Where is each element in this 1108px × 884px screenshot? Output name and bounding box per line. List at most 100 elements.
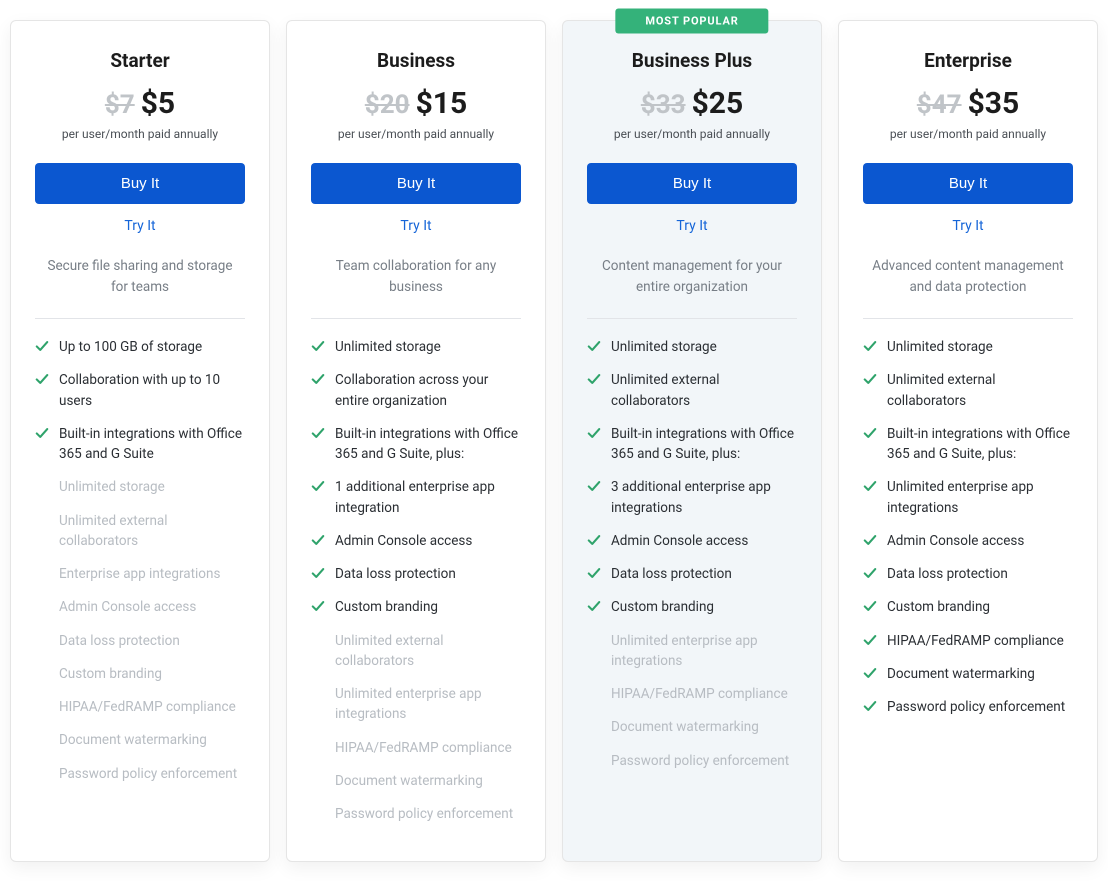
feature-item: Password policy enforcement xyxy=(311,804,521,824)
current-price: $15 xyxy=(416,86,468,121)
feature-item: HIPAA/FedRAMP compliance xyxy=(587,684,797,704)
feature-text: Custom branding xyxy=(35,664,162,684)
plan-name: Business Plus xyxy=(587,49,797,72)
feature-item: Custom branding xyxy=(587,597,797,617)
feature-text: Document watermarking xyxy=(35,730,207,750)
plan-name: Business xyxy=(311,49,521,72)
feature-text: Custom branding xyxy=(887,597,990,617)
feature-item: Collaboration across your entire organiz… xyxy=(311,370,521,411)
feature-item: Password policy enforcement xyxy=(587,751,797,771)
feature-text: Unlimited enterprise app integrations xyxy=(587,631,797,672)
feature-text: Data loss protection xyxy=(35,631,180,651)
try-link-business[interactable]: Try It xyxy=(311,218,521,234)
feature-item: Admin Console access xyxy=(587,531,797,551)
feature-item: Document watermarking xyxy=(311,771,521,791)
feature-text: Password policy enforcement xyxy=(887,697,1065,717)
feature-text: Password policy enforcement xyxy=(311,804,513,824)
popular-badge: MOST POPULAR xyxy=(615,9,768,34)
buy-button-business-plus[interactable]: Buy It xyxy=(587,163,797,204)
plan-description: Secure file sharing and storage for team… xyxy=(35,256,245,300)
feature-text: Built-in integrations with Office 365 an… xyxy=(335,424,521,465)
feature-item: Document watermarking xyxy=(35,730,245,750)
feature-text: Document watermarking xyxy=(587,717,759,737)
feature-item: Custom branding xyxy=(35,664,245,684)
feature-text: Admin Console access xyxy=(35,597,196,617)
buy-button-starter[interactable]: Buy It xyxy=(35,163,245,204)
plan-description: Team collaboration for any business xyxy=(311,256,521,300)
check-icon xyxy=(587,566,601,580)
price-row: $33$25 xyxy=(587,86,797,121)
feature-list: Unlimited storageCollaboration across yo… xyxy=(311,337,521,837)
feature-item: Unlimited enterprise app integrations xyxy=(311,684,521,725)
check-icon xyxy=(863,699,877,713)
feature-list: Up to 100 GB of storageCollaboration wit… xyxy=(35,337,245,797)
divider xyxy=(863,318,1073,319)
feature-text: Document watermarking xyxy=(311,771,483,791)
feature-item: Unlimited storage xyxy=(35,477,245,497)
feature-item: Enterprise app integrations xyxy=(35,564,245,584)
plan-card-enterprise: Enterprise$47$35per user/month paid annu… xyxy=(838,20,1098,862)
check-icon xyxy=(863,599,877,613)
current-price: $25 xyxy=(692,86,744,121)
feature-text: HIPAA/FedRAMP compliance xyxy=(311,738,512,758)
plan-description: Content management for your entire organ… xyxy=(587,256,797,300)
feature-text: Custom branding xyxy=(335,597,438,617)
feature-text: Unlimited external collaborators xyxy=(611,370,797,411)
old-price: $47 xyxy=(917,90,962,120)
try-link-business-plus[interactable]: Try It xyxy=(587,218,797,234)
feature-item: Unlimited external collaborators xyxy=(863,370,1073,411)
check-icon xyxy=(863,426,877,440)
plan-name: Enterprise xyxy=(863,49,1073,72)
old-price: $20 xyxy=(365,90,410,120)
price-row: $7$5 xyxy=(35,86,245,121)
feature-text: Unlimited enterprise app integrations xyxy=(887,477,1073,518)
feature-item: Password policy enforcement xyxy=(863,697,1073,717)
plan-description: Advanced content management and data pro… xyxy=(863,256,1073,300)
feature-item: Built-in integrations with Office 365 an… xyxy=(311,424,521,465)
feature-item: Unlimited external collaborators xyxy=(587,370,797,411)
try-link-enterprise[interactable]: Try It xyxy=(863,218,1073,234)
feature-item: Custom branding xyxy=(863,597,1073,617)
feature-text: Document watermarking xyxy=(887,664,1035,684)
feature-list: Unlimited storage Unlimited external coll… xyxy=(863,337,1073,730)
feature-item: Data loss protection xyxy=(863,564,1073,584)
feature-text: Up to 100 GB of storage xyxy=(59,337,202,357)
feature-text: Admin Console access xyxy=(611,531,748,551)
feature-text: 1 additional enterprise app integration xyxy=(335,477,521,518)
feature-item: Unlimited external collaborators xyxy=(311,631,521,672)
feature-item: Built-in integrations with Office 365 an… xyxy=(35,424,245,465)
pricing-grid: Starter$7$5per user/month paid annuallyB… xyxy=(10,20,1098,862)
feature-text: Unlimited storage xyxy=(887,337,993,357)
divider xyxy=(311,318,521,319)
feature-text: Admin Console access xyxy=(335,531,472,551)
billing-note: per user/month paid annually xyxy=(587,127,797,141)
feature-item: Data loss protection xyxy=(311,564,521,584)
plan-card-business: Business $20$15 per user/month paid annual… xyxy=(286,20,546,862)
old-price: $33 xyxy=(641,90,686,120)
feature-text: Built-in integrations with Office 365 an… xyxy=(59,424,245,465)
current-price: $5 xyxy=(141,86,175,121)
feature-item: Custom branding xyxy=(311,597,521,617)
billing-note: per user/month paid annually xyxy=(311,127,521,141)
feature-text: Collaboration across your entire organiz… xyxy=(335,370,521,411)
check-icon xyxy=(311,599,325,613)
feature-item: Document watermarking xyxy=(863,664,1073,684)
feature-item: Data loss protection xyxy=(587,564,797,584)
price-row: $20$15 xyxy=(311,86,521,121)
check-icon xyxy=(311,339,325,353)
current-price: $35 xyxy=(968,86,1020,121)
feature-text: Data loss protection xyxy=(611,564,732,584)
feature-list: Unlimited storage Unlimited external coll… xyxy=(587,337,797,784)
feature-item: Unlimited storage xyxy=(863,337,1073,357)
check-icon xyxy=(35,372,49,386)
check-icon xyxy=(863,566,877,580)
check-icon xyxy=(35,426,49,440)
feature-text: Unlimited enterprise app integrations xyxy=(311,684,521,725)
buy-button-business[interactable]: Buy It xyxy=(311,163,521,204)
feature-text: Unlimited external collaborators xyxy=(887,370,1073,411)
check-icon xyxy=(311,533,325,547)
check-icon xyxy=(35,339,49,353)
buy-button-enterprise[interactable]: Buy It xyxy=(863,163,1073,204)
feature-item: Unlimited storage xyxy=(587,337,797,357)
try-link-starter[interactable]: Try It xyxy=(35,218,245,234)
